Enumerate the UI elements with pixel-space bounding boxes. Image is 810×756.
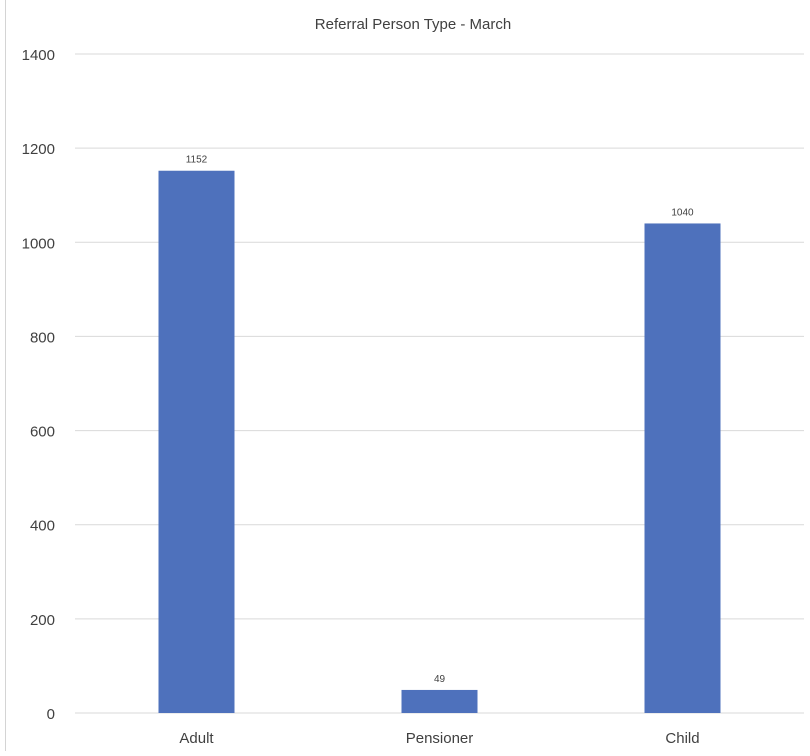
chart-title: Referral Person Type - March: [315, 16, 511, 33]
data-label-pensioner: 49: [434, 674, 446, 685]
y-tick-label: 1400: [22, 47, 55, 64]
bar-child: [644, 223, 721, 713]
y-tick-label: 1200: [22, 141, 55, 158]
y-tick-label: 600: [30, 424, 55, 441]
bar-pensioner: [401, 689, 478, 713]
chart-frame-edge: [5, 0, 6, 751]
y-tick-label: 400: [30, 518, 55, 535]
data-label-adult: 1152: [186, 155, 208, 166]
y-tick-label: 800: [30, 329, 55, 346]
x-tick-label-adult: Adult: [179, 730, 214, 747]
y-axis-tick-labels: 0 200 400 600 800 1000 1200 1400: [22, 47, 55, 723]
data-label-child: 1040: [671, 207, 694, 218]
y-tick-label: 1000: [22, 235, 55, 252]
bar-adult: [158, 170, 235, 714]
x-tick-label-child: Child: [665, 730, 699, 747]
y-tick-label: 0: [47, 706, 55, 723]
x-axis-tick-labels: Adult Pensioner Child: [179, 730, 699, 747]
x-tick-label-pensioner: Pensioner: [406, 730, 474, 747]
bars: [158, 170, 721, 714]
data-labels: 1152 49 1040: [186, 155, 694, 685]
y-tick-label: 200: [30, 612, 55, 629]
